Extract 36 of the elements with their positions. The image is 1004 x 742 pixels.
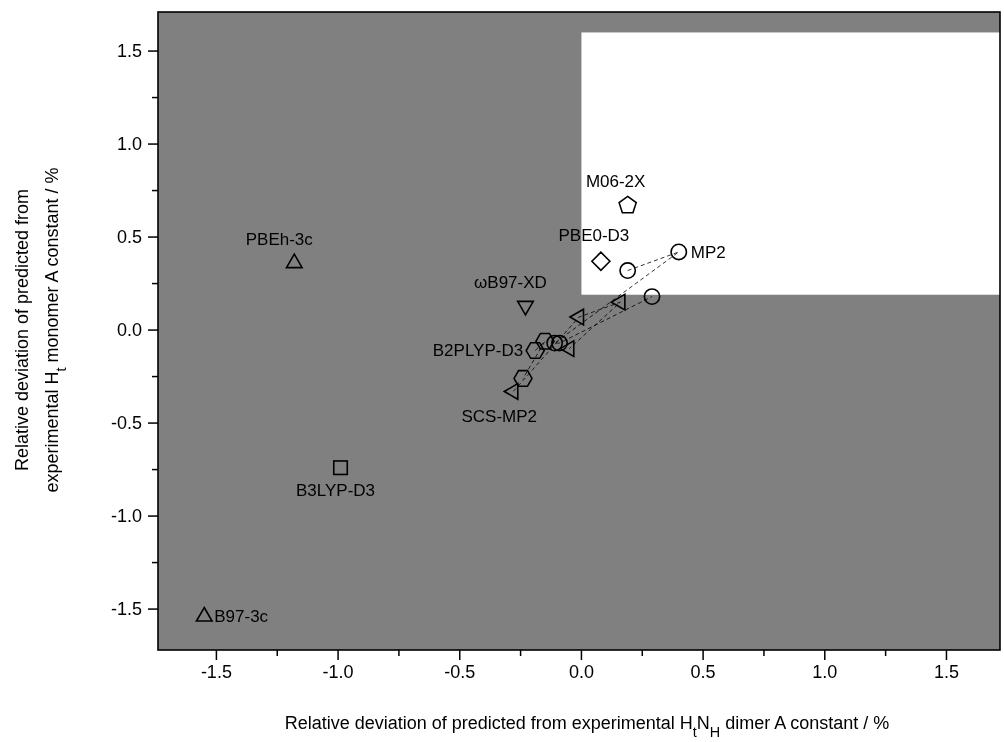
point xyxy=(332,460,349,476)
x-tick-label: 1.0 xyxy=(812,662,838,682)
series-label: PBEh-3c xyxy=(245,230,314,250)
x-tick-label: -1.5 xyxy=(200,662,232,682)
x-tick-label: 0.0 xyxy=(568,662,594,682)
point xyxy=(551,334,568,352)
x-tick-label: -0.5 xyxy=(444,662,476,682)
point xyxy=(513,369,533,388)
x-axis-title: Relative deviation of predicted from experimental H$_{t}$N$_{H}$ dimer A constant / % xyxy=(284,713,890,740)
point xyxy=(535,332,555,350)
point xyxy=(619,262,637,279)
series-label: SCS-MP2 xyxy=(461,407,538,427)
x-tick-label: 1.5 xyxy=(933,662,959,682)
y-tick-label: -0.5 xyxy=(110,413,142,434)
y-tick-label: 1.5 xyxy=(116,41,142,62)
point xyxy=(591,251,611,272)
y-tick-label: 0.5 xyxy=(116,227,142,248)
series-label: MP2 xyxy=(690,242,726,262)
series-label: B3LYP-D3 xyxy=(295,480,376,500)
y-tick-label: -1.0 xyxy=(110,506,142,527)
point xyxy=(525,341,545,360)
point xyxy=(670,243,688,261)
series-label: ωB97-XD xyxy=(474,272,547,292)
x-tick-label: 0.5 xyxy=(690,662,716,682)
series-label: B97-3c xyxy=(214,607,269,627)
point xyxy=(643,288,661,306)
series-label: PBE0-D3 xyxy=(558,226,630,246)
point xyxy=(618,195,638,214)
y-tick-label: 1.0 xyxy=(116,134,142,155)
point xyxy=(546,334,564,352)
y-tick-label: -1.5 xyxy=(110,599,142,620)
x-tick-label: -1.0 xyxy=(322,662,354,682)
point xyxy=(285,253,303,269)
y-tick-label: 0.0 xyxy=(116,320,142,341)
series-label: B2PLYP-D3 xyxy=(432,341,524,361)
series-label: M06-2X xyxy=(585,172,646,192)
